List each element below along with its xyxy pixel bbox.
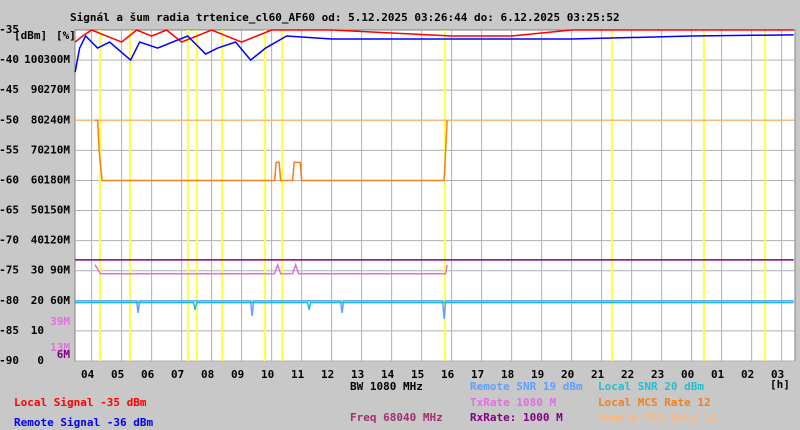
- y-tick-label: -35: [0, 23, 19, 36]
- y2-tick-label: 70: [31, 143, 44, 156]
- x-tick-label: 16: [441, 368, 455, 381]
- legend-entry: Local MCS Rate 12: [598, 396, 711, 409]
- y3-tick-label: 90M: [50, 264, 70, 277]
- y2-tick-label: 80: [31, 113, 44, 126]
- legend-entry: Remote SNR 19 dBm: [470, 380, 583, 393]
- y-tick-label: -70: [0, 234, 19, 247]
- y-tick-label: -80: [0, 294, 19, 307]
- y2-tick-label: 60: [31, 173, 44, 186]
- y3-tick-label: 6M: [57, 348, 71, 361]
- series-line: [75, 300, 794, 319]
- annotation: BW 1080 MHz: [350, 380, 423, 393]
- x-tick-label: 22: [621, 368, 634, 381]
- x-tick-label: 14: [381, 368, 395, 381]
- y3-tick-label: 120M: [44, 234, 71, 247]
- series-line: [94, 119, 448, 182]
- x-tick-label: 07: [171, 368, 184, 381]
- y3-tick-label: 60M: [50, 294, 70, 307]
- y2-tick-label: 90: [31, 83, 44, 96]
- x-tick-label: 10: [261, 368, 274, 381]
- x-tick-label: 18: [501, 368, 514, 381]
- y2-axis-label: [%]: [56, 29, 76, 42]
- x-tick-label: 15: [411, 368, 424, 381]
- series-line: [75, 301, 794, 310]
- x-tick-label: 12: [321, 368, 334, 381]
- series-line: [74, 34, 794, 73]
- series-line: [94, 262, 448, 275]
- x-axis-label: [h]: [770, 378, 790, 391]
- y2-tick-label: 40: [31, 234, 44, 247]
- x-tick-label: 17: [471, 368, 484, 381]
- x-tick-label: 02: [741, 368, 754, 381]
- y-tick-label: -65: [0, 204, 19, 217]
- legend-entry: Remote Signal -36 dBm: [14, 416, 153, 429]
- x-tick-label: 03: [771, 368, 784, 381]
- y-tick-label: -85: [0, 324, 19, 337]
- y3-tick-label: 300M: [44, 53, 71, 66]
- y2-tick-label: 10: [31, 324, 44, 337]
- x-tick-label: 04: [81, 368, 95, 381]
- y-axis-label: [dBm]: [14, 29, 47, 42]
- x-tick-label: 19: [531, 368, 544, 381]
- x-tick-label: 00: [681, 368, 694, 381]
- plot-area: [74, 29, 796, 362]
- y3-tick-label: 13M: [50, 341, 70, 354]
- y-tick-label: -45: [0, 83, 19, 96]
- y3-tick-label: 150M: [44, 204, 71, 217]
- legend-entry: TxRate 1080 M: [470, 396, 556, 409]
- x-tick-label: 11: [291, 368, 305, 381]
- x-tick-label: 20: [561, 368, 574, 381]
- y3-tick-label: 270M: [44, 83, 71, 96]
- y-tick-label: -50: [0, 113, 19, 126]
- y-tick-label: -40: [0, 53, 19, 66]
- annotation: Freq 68040 MHz: [350, 411, 443, 424]
- x-tick-label: 13: [351, 368, 364, 381]
- y2-tick-label: 50: [31, 204, 44, 217]
- legend-entry: Remote MCS Rate 12: [598, 411, 717, 424]
- legend-entry: Local SNR 20 dBm: [598, 380, 704, 393]
- x-tick-label: 09: [231, 368, 244, 381]
- y2-tick-label: 20: [31, 294, 44, 307]
- legend-entry: Local Signal -35 dBm: [14, 396, 147, 409]
- y-tick-label: -90: [0, 354, 19, 367]
- y2-tick-label: 100: [24, 53, 44, 66]
- legend-entry: RxRate: 1000 M: [470, 411, 563, 424]
- x-tick-label: 01: [711, 368, 725, 381]
- y3-tick-label: 39M: [50, 315, 70, 328]
- x-tick-label: 06: [141, 368, 155, 381]
- series-line: [74, 29, 794, 43]
- y3-tick-label: 240M: [44, 113, 71, 126]
- y-tick-label: -75: [0, 264, 19, 277]
- y3-tick-label: 210M: [44, 143, 71, 156]
- x-tick-label: 21: [591, 368, 605, 381]
- y2-tick-label: 0: [37, 354, 44, 367]
- x-tick-label: 23: [651, 368, 664, 381]
- y2-tick-label: 30: [31, 264, 44, 277]
- x-tick-label: 08: [201, 368, 214, 381]
- y-tick-label: -60: [0, 173, 19, 186]
- x-tick-label: 05: [111, 368, 124, 381]
- y3-tick-label: 180M: [44, 173, 71, 186]
- chart-title: Signál a šum radia trtenice_cl60_AF60 od…: [70, 11, 620, 24]
- y-tick-label: -55: [0, 143, 19, 156]
